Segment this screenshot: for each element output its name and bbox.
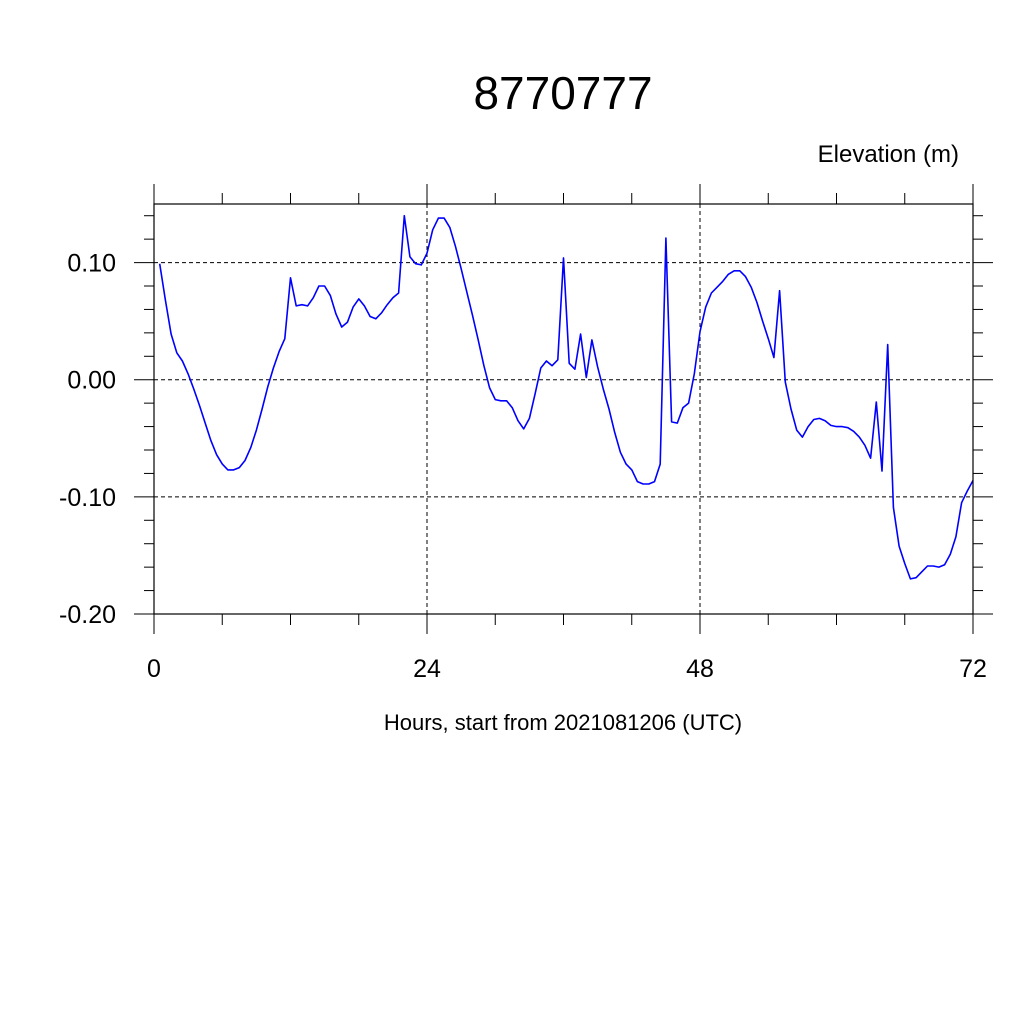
x-axis-label: Hours, start from 2021081206 (UTC)	[384, 710, 742, 735]
y-tick-label: -0.20	[59, 601, 116, 629]
x-tick-label: 0	[147, 655, 161, 683]
plot-frame	[153, 203, 974, 615]
chart-title: 8770777	[473, 67, 652, 119]
axis-ticks	[134, 184, 993, 634]
series-line	[158, 214, 974, 580]
x-tick-label: 72	[959, 655, 987, 683]
y-tick-label: 0.10	[67, 250, 116, 278]
x-tick-label: 24	[413, 655, 441, 683]
y-axis-label: Elevation (m)	[818, 141, 959, 168]
x-tick-label: 48	[686, 655, 714, 683]
y-tick-label: -0.10	[59, 484, 116, 512]
y-tick-label: 0.00	[67, 367, 116, 395]
axis-tick-labels: 0 24 48 72 -0.20 -0.10 0.00 0.10	[59, 250, 987, 683]
